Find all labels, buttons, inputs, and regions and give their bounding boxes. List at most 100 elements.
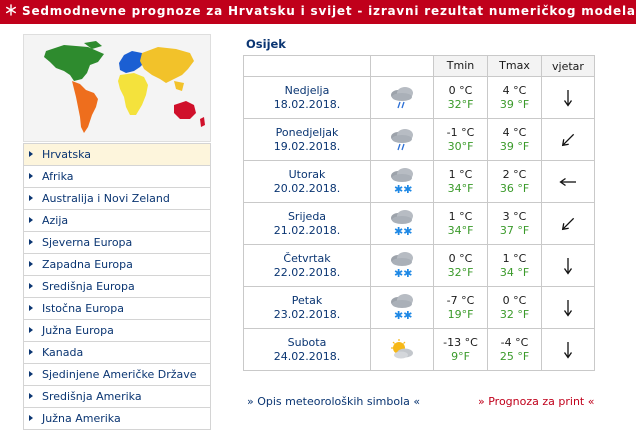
cloud-snow-icon: ✱✱ <box>371 209 433 238</box>
wind-arrow-icon <box>542 298 594 318</box>
wind-cell <box>541 76 595 119</box>
arrow-right-icon <box>29 195 33 201</box>
region-label: Zapadna Europa <box>42 258 133 271</box>
tmax-fahrenheit: 39 °F <box>499 97 530 111</box>
header-icon <box>370 55 434 77</box>
symbols-description-link[interactable]: » Opis meteoroloških simbola « <box>247 395 421 408</box>
wind-cell <box>541 118 595 161</box>
region-item-juzna-amerika[interactable]: Južna Amerika <box>23 408 211 430</box>
arrow-right-icon <box>29 283 33 289</box>
region-label: Azija <box>42 214 69 227</box>
tmin-celsius: -1 °C <box>446 125 475 139</box>
day-date: 23.02.2018. <box>273 307 341 321</box>
wind-cell <box>541 160 595 203</box>
header-tmin: Tmin <box>433 55 488 77</box>
tmin-fahrenheit: 30°F <box>447 139 474 153</box>
tmin-celsius: -13 °C <box>443 335 478 349</box>
region-item-juzna-europa[interactable]: Južna Europa <box>23 320 211 342</box>
region-item-hrvatska[interactable]: Hrvatska <box>23 143 211 166</box>
world-map[interactable] <box>23 34 211 142</box>
tmin-cell: -1 °C 30°F <box>433 118 488 161</box>
arrow-right-icon <box>29 349 33 355</box>
day-date: 19.02.2018. <box>273 139 341 153</box>
header-day <box>243 55 371 77</box>
tmin-celsius: 0 °C <box>448 83 473 97</box>
tmin-cell: 1 °C 34°F <box>433 160 488 203</box>
tmax-celsius: 4 °C <box>502 125 527 139</box>
wind-cell <box>541 328 595 371</box>
arrow-right-icon <box>29 305 33 311</box>
table-header-row: Tmin Tmax vjetar <box>243 55 595 77</box>
region-label: Južna Europa <box>42 324 114 337</box>
tmax-celsius: 4 °C <box>502 83 527 97</box>
arrow-right-icon <box>29 173 33 179</box>
cloud-snow-icon: ✱✱ <box>371 167 433 196</box>
cloud-snow-icon: ✱✱ <box>371 251 433 280</box>
sun-cloud-icon <box>371 338 433 362</box>
day-name: Subota <box>287 335 327 349</box>
region-label: Istočna Europa <box>42 302 124 315</box>
wind-arrow-icon <box>542 214 594 234</box>
day-date: 24.02.2018. <box>273 349 341 363</box>
tmin-celsius: 1 °C <box>448 209 473 223</box>
wind-cell <box>541 286 595 329</box>
region-label: Sjeverna Europa <box>42 236 133 249</box>
world-map-image[interactable] <box>24 35 210 141</box>
region-label: Hrvatska <box>42 148 92 161</box>
region-item-sredisnja-europa[interactable]: Središnja Europa <box>23 276 211 298</box>
weather-icon-cell: ✱✱ <box>370 202 434 245</box>
region-label: Kanada <box>42 346 84 359</box>
forecast-row: Četvrtak 22.02.2018. ✱✱ 0 °C 32°F 1 °C 34 °F <box>243 244 595 287</box>
day-name: Petak <box>291 293 323 307</box>
print-forecast-link[interactable]: » Prognoza za print « <box>478 395 595 408</box>
day-date: 21.02.2018. <box>273 223 341 237</box>
wind-arrow-icon <box>542 130 594 150</box>
region-list: Hrvatska Afrika Australija i Novi Zeland… <box>23 143 211 430</box>
tmin-fahrenheit: 34°F <box>447 181 474 195</box>
region-item-istocna-europa[interactable]: Istočna Europa <box>23 298 211 320</box>
region-label: Središnja Amerika <box>42 390 142 403</box>
forecast-rows: Nedjelja 18.02.2018. 0 °C 32°F 4 °C 39 °F Pone… <box>243 76 595 371</box>
day-date: 22.02.2018. <box>273 265 341 279</box>
arrow-right-icon <box>29 239 33 245</box>
forecast-row: Petak 23.02.2018. ✱✱ -7 °C 19°F 0 °C 32 °F <box>243 286 595 329</box>
wind-arrow-icon <box>542 256 594 276</box>
tmin-cell: 0 °C 32°F <box>433 76 488 119</box>
tmax-cell: 1 °C 34 °F <box>487 244 542 287</box>
region-item-zapadna-europa[interactable]: Zapadna Europa <box>23 254 211 276</box>
cloud-snow-icon: ✱✱ <box>371 293 433 322</box>
tmax-celsius: -4 °C <box>500 335 529 349</box>
region-item-australija[interactable]: Australija i Novi Zeland <box>23 188 211 210</box>
region-item-sredisnja-amerika[interactable]: Središnja Amerika <box>23 386 211 408</box>
city-name: Osijek <box>246 37 286 51</box>
tmin-celsius: -7 °C <box>446 293 475 307</box>
forecast-row: Ponedjeljak 19.02.2018. -1 °C 30°F 4 °C 39 °F <box>243 118 595 161</box>
region-item-sad[interactable]: Sjedinjene Američke Države <box>23 364 211 386</box>
tmin-fahrenheit: 9°F <box>451 349 470 363</box>
day-date: 18.02.2018. <box>273 97 341 111</box>
header-bar: Sedmodnevne prognoze za Hrvatsku i svije… <box>0 0 636 24</box>
region-label: Južna Amerika <box>42 412 121 425</box>
region-item-afrika[interactable]: Afrika <box>23 166 211 188</box>
wind-arrow-icon <box>542 88 594 108</box>
weather-icon-cell: ✱✱ <box>370 244 434 287</box>
tmax-fahrenheit: 37 °F <box>499 223 530 237</box>
region-item-sjeverna-europa[interactable]: Sjeverna Europa <box>23 232 211 254</box>
tmax-fahrenheit: 25 °F <box>499 349 530 363</box>
arrow-right-icon <box>29 327 33 333</box>
region-item-azija[interactable]: Azija <box>23 210 211 232</box>
tmax-celsius: 0 °C <box>502 293 527 307</box>
tmax-cell: 0 °C 32 °F <box>487 286 542 329</box>
arrow-right-icon <box>29 217 33 223</box>
arrow-right-icon <box>29 371 33 377</box>
day-cell: Nedjelja 18.02.2018. <box>243 76 371 119</box>
tmin-fahrenheit: 19°F <box>447 307 474 321</box>
tmin-fahrenheit: 32°F <box>447 265 474 279</box>
day-date: 20.02.2018. <box>273 181 341 195</box>
tmax-celsius: 3 °C <box>502 209 527 223</box>
arrow-right-icon <box>29 393 33 399</box>
region-item-kanada[interactable]: Kanada <box>23 342 211 364</box>
tmax-cell: 4 °C 39 °F <box>487 76 542 119</box>
arrow-right-icon <box>29 151 33 157</box>
day-name: Utorak <box>288 167 326 181</box>
